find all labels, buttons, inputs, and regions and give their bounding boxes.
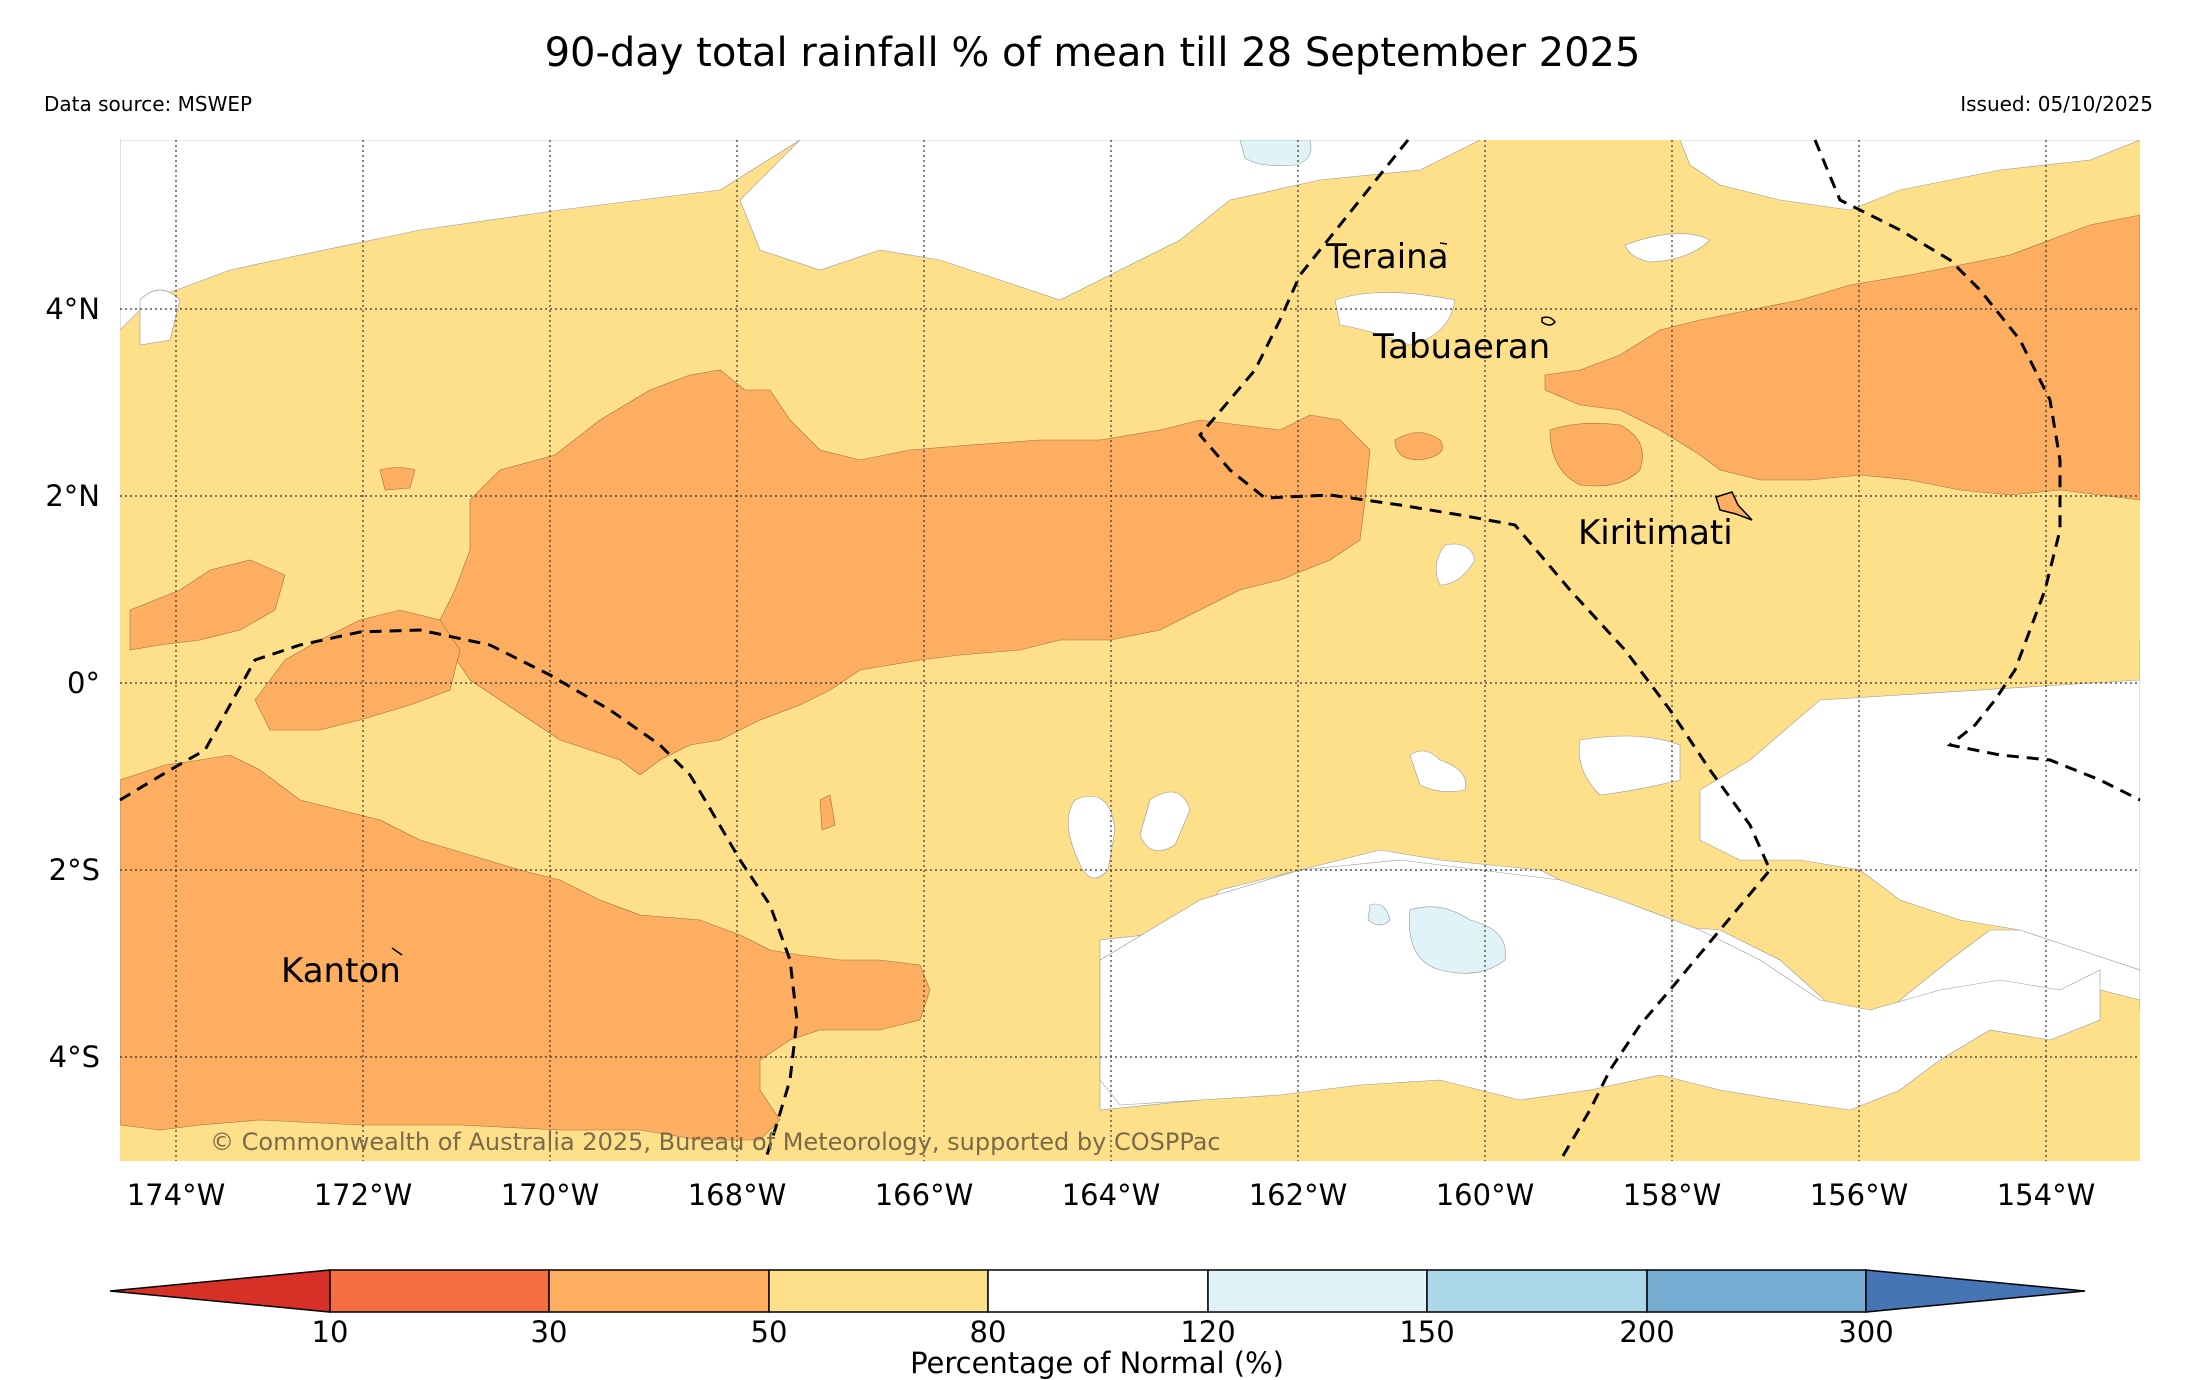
white-region-top-left — [120, 140, 801, 331]
place-label-tabuaeran: Tabuaeran — [1372, 327, 1550, 367]
orange-patch-2 — [1394, 432, 1443, 461]
colorbar-label: Percentage of Normal (%) — [910, 1346, 1284, 1380]
lon-label-170w: 170°W — [501, 1178, 600, 1212]
eez-boundary-line-islands-east — [1813, 139, 2141, 802]
white-patch-7 — [1624, 233, 1711, 263]
white-region-south-belt — [1099, 859, 2101, 1111]
island-kiritimati-shape — [1715, 491, 1753, 521]
orange-region-east — [1544, 214, 2140, 501]
lightblue-patch-south — [1409, 906, 1506, 974]
lon-label-156w: 156°W — [1810, 1178, 1909, 1212]
white-patch-1 — [1067, 795, 1116, 879]
lightblue-patch-top — [1239, 140, 1312, 166]
orange-region-central — [439, 369, 1371, 776]
place-label-kanton: Kanton — [281, 951, 401, 991]
colorbar — [109, 1269, 2086, 1313]
lat-label-2n: 2°N — [45, 479, 100, 513]
colorbar-tick-30: 30 — [531, 1315, 568, 1349]
map-field — [120, 140, 2140, 1161]
white-region-top-right — [1679, 140, 2140, 211]
orange-region-west-patch — [129, 559, 286, 651]
colorbar-tick-120: 120 — [1180, 1315, 1235, 1349]
lat-label-4n: 4°N — [45, 292, 100, 326]
lon-label-168w: 168°W — [688, 1178, 787, 1212]
colorbar-bin-200-300 — [1646, 1269, 1867, 1313]
islands — [391, 242, 1753, 956]
colorbar-low-arrow — [109, 1269, 331, 1313]
lon-label-172w: 172°W — [314, 1178, 413, 1212]
island-teraina-shape — [1439, 242, 1448, 245]
place-label-kiritimati: Kiritimati — [1578, 513, 1733, 553]
white-region-east-band — [1699, 679, 2140, 971]
lat-label-4s: 4°S — [49, 1040, 100, 1074]
white-region-top-middle — [739, 140, 1481, 301]
eez-boundary-phoenix — [119, 628, 799, 1162]
map-title: 90-day total rainfall % of mean till 28 … — [544, 30, 1641, 76]
lat-label-0: 0° — [67, 666, 100, 700]
data-source-label: Data source: MSWEP — [44, 92, 253, 116]
white-patch-3 — [1409, 750, 1467, 792]
white-patch-4 — [1578, 735, 1681, 796]
white-patch-8 — [139, 289, 181, 346]
colorbar-tick-150: 150 — [1399, 1315, 1454, 1349]
island-tabuaeran-shape — [1541, 316, 1556, 326]
colorbar-tick-80: 80 — [970, 1315, 1007, 1349]
colorbar-high-arrow — [1865, 1269, 2086, 1313]
eez-boundaries — [119, 139, 2141, 1162]
lon-label-162w: 162°W — [1249, 1178, 1348, 1212]
orange-patch-4 — [819, 794, 836, 831]
white-patch-5 — [1435, 543, 1476, 586]
orange-region-southwest — [120, 754, 931, 1141]
lon-label-164w: 164°W — [1062, 1178, 1161, 1212]
lat-label-2s: 2°S — [49, 853, 100, 887]
lon-label-154w: 154°W — [1997, 1178, 2096, 1212]
lon-label-174w: 174°W — [127, 1178, 226, 1212]
white-patch-2 — [1139, 791, 1191, 851]
lon-label-166w: 166°W — [875, 1178, 974, 1212]
colorbar-bin-10-30 — [329, 1269, 550, 1313]
colorbar-bin-30-50 — [548, 1269, 770, 1313]
colorbar-bin-120-150 — [1207, 1269, 1428, 1313]
lightblue-patch-small — [1367, 903, 1391, 926]
orange-patch-3 — [379, 467, 416, 491]
colorbar-tick-10: 10 — [312, 1315, 349, 1349]
orange-patch-1 — [1549, 423, 1643, 487]
colorbar-tick-200: 200 — [1619, 1315, 1674, 1349]
white-patch-6 — [1334, 292, 1456, 346]
graticule — [120, 140, 2140, 1161]
colorbar-tick-300: 300 — [1838, 1315, 1893, 1349]
lon-label-160w: 160°W — [1436, 1178, 1535, 1212]
eez-boundary-line-islands-north — [1198, 139, 1772, 1162]
colorbar-bin-150-200 — [1426, 1269, 1648, 1313]
colorbar-bin-80-120 — [987, 1269, 1209, 1313]
copyright-credit: © Commonwealth of Australia 2025, Bureau… — [210, 1128, 1221, 1156]
issued-date-label: Issued: 05/10/2025 — [1960, 92, 2153, 116]
place-label-teraina: Teraina — [1325, 237, 1449, 277]
lon-label-158w: 158°W — [1623, 1178, 1722, 1212]
colorbar-bin-50-80 — [768, 1269, 989, 1313]
colorbar-tick-50: 50 — [751, 1315, 788, 1349]
island-kanton-shape — [391, 947, 403, 956]
